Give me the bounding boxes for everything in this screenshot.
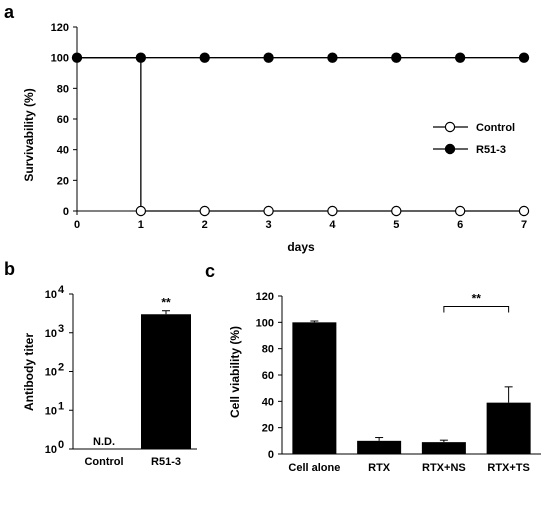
series-control-point (199, 205, 210, 217)
panel-b-y-tick-exponent: 3 (58, 323, 64, 335)
panel-c-bar-rtx (357, 440, 402, 454)
panel-c-significance-bracket (443, 306, 510, 313)
panel-a-y-tick-label: 60 (57, 114, 69, 126)
panel-c-viability-chart: c Cell viability (%) 0 20 40 60 80 100 120 Cel… (205, 261, 541, 474)
panel-a-x-axis-title: days (287, 240, 315, 254)
panel-a-y-tick-label: 100 (51, 53, 69, 65)
panel-a-y-tick-label: 80 (57, 83, 69, 95)
series-control-point (454, 205, 466, 217)
panel-c-y-tick-label: 80 (262, 344, 274, 356)
panel-a-x-tick-label: 2 (202, 219, 208, 231)
panel-a-x-tick-label: 4 (329, 219, 336, 231)
series-control-point (391, 205, 402, 217)
panel-c-y-tick-label: 40 (262, 396, 274, 408)
panel-a-y-tick-label: 40 (57, 145, 69, 157)
panel-a-x-tick-label: 6 (457, 219, 463, 231)
panel-a-y-axis-title: Survivability (%) (22, 88, 36, 181)
panel-a-y-tick-label: 0 (63, 206, 69, 218)
panel-c-bars: Cell alone RTX RTX+NS RTX+TS ** (288, 292, 531, 474)
series-control-point (135, 205, 147, 217)
panel-a-series (71, 52, 530, 217)
panel-a-x-tick-label: 0 (74, 219, 80, 231)
panel-b-y-tick-exponent: 0 (58, 439, 64, 451)
panel-c-y-tick-label: 20 (262, 423, 274, 435)
panel-b-y-axis-title: Antibody titer (22, 333, 36, 411)
panel-b-y-tick-exponent: 4 (58, 284, 65, 296)
panel-c-y-tick-label: 60 (262, 370, 274, 382)
panel-b-bars: Control N.D. R51-3 ** (84, 296, 191, 468)
panel-a-x-tick-label: 1 (138, 219, 144, 231)
panel-b-y-tick-label: 10 (45, 328, 57, 340)
series-control-point (263, 205, 274, 217)
legend-r51-3-marker (444, 143, 456, 155)
panel-a-survival-chart: a Survivability (%) days 020406080100120… (4, 2, 530, 254)
panel-b-y-tick-exponent: 1 (58, 400, 64, 412)
panel-c-bar-rtx-ns (421, 442, 466, 454)
panel-b-y-tick-label: 10 (45, 444, 57, 456)
series-r51-3-point (199, 52, 210, 63)
panel-b-y-tick-exponent: 2 (58, 362, 64, 374)
series-control-point (518, 205, 530, 217)
series-r51-3-point (135, 52, 147, 63)
panel-c-y-tick-label: 120 (256, 291, 274, 303)
panel-a-x-tick-label: 3 (266, 219, 272, 231)
panel-c-bar-cell-alone (292, 322, 337, 454)
series-r51-3-point (391, 52, 402, 63)
panel-b-y-tick-label: 10 (45, 405, 57, 417)
panel-a-x-tick-label: 7 (521, 219, 527, 231)
panel-c-y-axis-title: Cell viability (%) (228, 326, 242, 418)
panel-b-category-label-r51-3: R51-3 (151, 456, 181, 468)
panel-b-bar-r51-3 (141, 314, 191, 449)
panel-a-y-tick-label: 20 (57, 175, 69, 187)
panel-c-significance-label: ** (472, 292, 482, 306)
panel-c-category-label-rtx-ts: RTX+TS (487, 462, 529, 474)
panel-a-legend: Control R51-3 (433, 121, 515, 156)
series-r51-3-point (327, 52, 338, 63)
series-r51-3-point (454, 52, 466, 63)
panel-c-y-tick-label: 100 (256, 317, 274, 329)
panel-c-category-label-cell-alone: Cell alone (288, 462, 340, 474)
panel-c-y-tick-label: 0 (268, 449, 274, 461)
panel-b-y-tick-label: 10 (45, 289, 57, 301)
legend-control-marker (444, 121, 456, 133)
panel-b-not-detected-label: N.D. (93, 436, 115, 448)
series-r51-3-point (518, 52, 530, 63)
panel-b-category-label-control: Control (84, 456, 123, 468)
series-r51-3-point (71, 52, 83, 63)
legend-control-label: Control (476, 122, 515, 134)
series-control-point (327, 205, 338, 217)
legend-r51-3-label: R51-3 (476, 144, 506, 156)
panel-c-letter: c (205, 261, 215, 281)
panel-a-letter: a (4, 2, 15, 22)
panel-c-bar-rtx-ts (486, 402, 531, 454)
panel-b-letter: b (4, 259, 15, 279)
panel-c-category-label-rtx-ns: RTX+NS (422, 462, 466, 474)
panel-b-y-tick-label: 10 (45, 367, 57, 379)
series-control-line (77, 57, 524, 212)
panel-a-x-tick-label: 5 (393, 219, 399, 231)
series-r51-3-point (263, 52, 274, 63)
panel-a-y-tick-label: 120 (51, 22, 69, 34)
panel-c-category-label-rtx: RTX (368, 462, 391, 474)
panel-b-significance-label: ** (161, 296, 171, 310)
